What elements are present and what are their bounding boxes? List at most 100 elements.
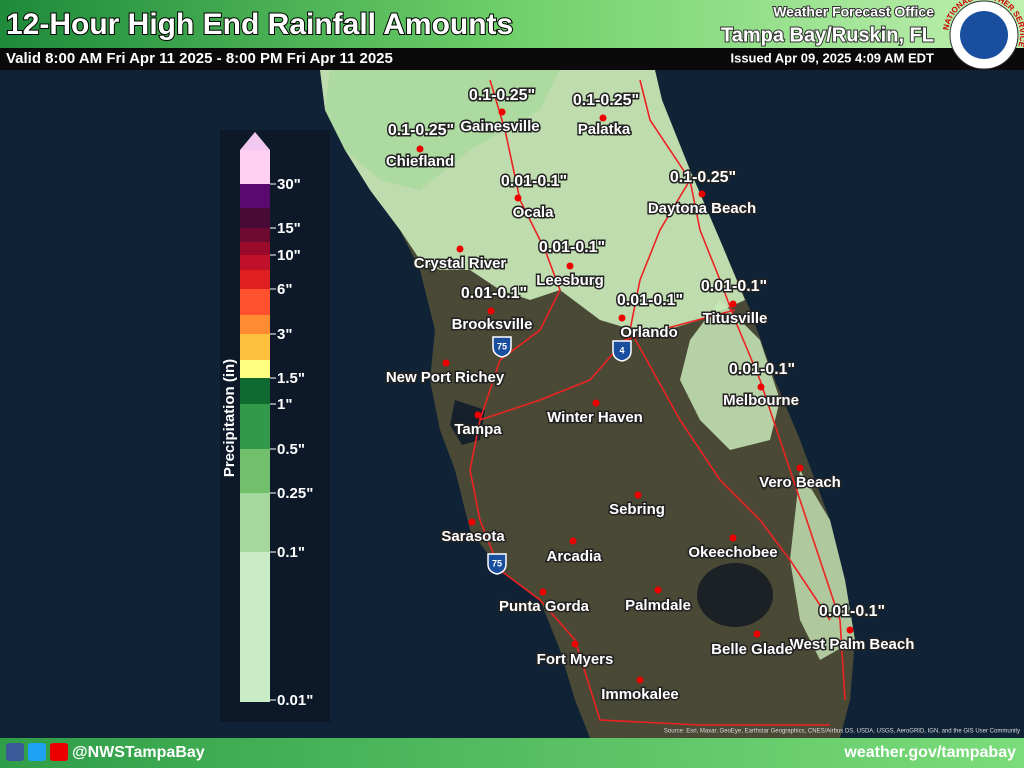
city-dot xyxy=(416,145,424,153)
title: 12-Hour High End Rainfall Amounts xyxy=(6,8,513,41)
rain-area-bands xyxy=(325,70,560,190)
facebook-icon[interactable] xyxy=(6,743,24,761)
interstate-shield xyxy=(487,553,507,575)
legend-panel xyxy=(220,130,330,722)
city-label: Ocala xyxy=(513,204,555,221)
city-dot xyxy=(654,586,662,594)
city-dot xyxy=(846,626,854,634)
city-label: Palatka xyxy=(578,121,631,138)
city-dot xyxy=(571,640,579,648)
rainfall-amount-label: 0.01-0.1" xyxy=(701,278,767,295)
city-dot xyxy=(468,518,476,526)
city-label: Okeechobee xyxy=(688,544,777,561)
city-label: New Port Richey xyxy=(386,369,505,386)
legend-label: 0.01" xyxy=(277,692,313,709)
website[interactable]: weather.gov/tampabay xyxy=(843,744,1016,761)
rainfall-amount-label: 0.01-0.1" xyxy=(729,361,795,378)
rainfall-amount-label: 0.1-0.25" xyxy=(469,87,535,104)
city-label: Sarasota xyxy=(441,528,505,545)
city-label: Daytona Beach xyxy=(648,200,756,217)
office-label: Weather Forecast Office xyxy=(773,4,934,20)
city-dot xyxy=(636,676,644,684)
city-label: Melbourne xyxy=(723,392,799,409)
city-dot xyxy=(592,399,600,407)
city-dot xyxy=(498,108,506,116)
legend-label: 3" xyxy=(277,326,292,343)
city-label: Immokalee xyxy=(601,686,679,703)
interstate-number: 4 xyxy=(619,345,624,355)
valid-time: Valid 8:00 AM Fri Apr 11 2025 - 8:00 PM … xyxy=(6,50,393,67)
youtube-icon[interactable] xyxy=(50,743,68,761)
city-label: Fort Myers xyxy=(537,651,614,668)
city-label: Vero Beach xyxy=(759,474,841,491)
city-label: Orlando xyxy=(620,324,678,341)
city-dot xyxy=(729,300,737,308)
city-dot xyxy=(566,262,574,270)
city-dot xyxy=(474,411,482,419)
city-label: Sebring xyxy=(609,501,665,518)
rainfall-amount-label: 0.1-0.25" xyxy=(670,169,736,186)
city-label: Crystal River xyxy=(414,255,507,272)
office-location: Tampa Bay/Ruskin, FL xyxy=(721,24,934,46)
city-label: West Palm Beach xyxy=(790,636,915,653)
city-label: Brooksville xyxy=(452,316,533,333)
legend-label: 0.1" xyxy=(277,544,305,561)
city-label: Palmdale xyxy=(625,597,691,614)
rain-area-east xyxy=(680,300,780,450)
city-dot xyxy=(514,194,522,202)
city-dot xyxy=(487,307,495,315)
footer-bar xyxy=(0,738,1024,768)
city-label: Arcadia xyxy=(546,548,602,565)
legend-label: 6" xyxy=(277,281,292,298)
interstate-number: 75 xyxy=(497,341,507,351)
rainfall-amount-label: 0.01-0.1" xyxy=(617,292,683,309)
legend-label: 15" xyxy=(277,220,301,237)
interstate-shield xyxy=(612,340,632,362)
city-dot xyxy=(634,491,642,499)
twitter-icon[interactable] xyxy=(28,743,46,761)
city-dot xyxy=(698,190,706,198)
city-dot xyxy=(753,630,761,638)
legend-label: 30" xyxy=(277,176,301,193)
rainfall-amount-label: 0.01-0.1" xyxy=(461,285,527,302)
lake-okeechobee xyxy=(697,563,773,627)
legend-label: 1" xyxy=(277,396,292,413)
roads xyxy=(469,79,846,726)
header-bar xyxy=(0,0,1024,48)
city-dot xyxy=(456,245,464,253)
legend-label: 1.5" xyxy=(277,370,305,387)
city-label: Titusville xyxy=(703,310,768,327)
legend-label: 10" xyxy=(277,247,301,264)
rainfall-amount-label: 0.01-0.1" xyxy=(819,603,885,620)
interstate-shield xyxy=(492,336,512,358)
city-label: Belle Glade xyxy=(711,641,793,658)
social-handle[interactable]: @NWSTampaBay xyxy=(72,744,205,761)
city-dot xyxy=(539,588,547,596)
subheader-bar xyxy=(0,48,1024,70)
legend-title: Precipitation (in) xyxy=(221,359,238,477)
logo-inner xyxy=(960,11,1008,59)
legend-label: 0.25" xyxy=(277,485,313,502)
map-source: Source: Esri, Maxar, GeoEye, Earthstar G… xyxy=(664,729,1020,735)
city-label: Punta Gorda xyxy=(499,598,590,615)
rainfall-amount-label: 0.01-0.1" xyxy=(539,239,605,256)
city-dot xyxy=(599,114,607,122)
rainfall-amount-label: 0.1-0.25" xyxy=(388,122,454,139)
issued-time: Issued Apr 09, 2025 4:09 AM EDT xyxy=(730,50,934,65)
city-label: Gainesville xyxy=(460,118,539,135)
city-dot xyxy=(729,534,737,542)
city-dot xyxy=(442,359,450,367)
rainfall-amount-label: 0.01-0.1" xyxy=(501,173,567,190)
city-dot xyxy=(796,464,804,472)
tampa-bay xyxy=(450,400,485,445)
interstate-number: 75 xyxy=(492,558,502,568)
legend-scale xyxy=(240,132,270,702)
legend-label: 0.5" xyxy=(277,441,305,458)
city-dot xyxy=(618,314,626,322)
city-label: Chiefland xyxy=(386,153,454,170)
city-label: Leesburg xyxy=(536,272,604,289)
city-label: Winter Haven xyxy=(547,409,643,426)
city-dot xyxy=(757,383,765,391)
